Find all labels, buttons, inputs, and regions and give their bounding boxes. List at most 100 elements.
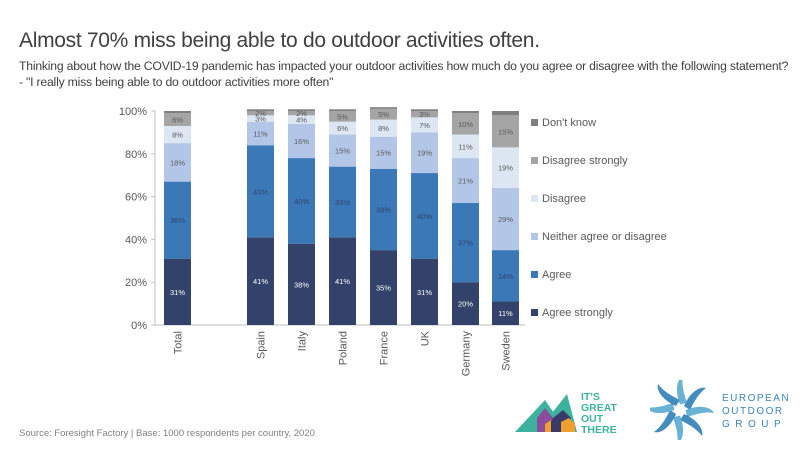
legend-swatch [531, 233, 538, 240]
data-label: 16% [294, 137, 309, 146]
data-label: 36% [170, 216, 185, 225]
data-label: 3% [255, 114, 266, 123]
data-label: 31% [170, 288, 185, 297]
data-label: 20% [458, 300, 473, 309]
bar-segment [370, 107, 397, 109]
x-category-label: UK [420, 330, 432, 346]
bar-segment [329, 121, 356, 135]
chart-title: Almost 70% miss being able to do outdoor… [19, 29, 540, 52]
y-tick-label: 80% [125, 149, 147, 161]
data-label: 11% [498, 309, 513, 318]
axes: 0% 20% 40% 60% 80% 100% Total Spain Italy Poland F… [119, 106, 525, 376]
legend-item: Don't know [531, 117, 596, 129]
data-label: 19% [498, 164, 513, 173]
bar-segment [247, 145, 274, 238]
logo-line: IT'S [581, 391, 600, 403]
data-label: 15% [335, 147, 350, 156]
bar-segment [411, 132, 438, 174]
bars: 31%36%18%8%6%41%43%11%3%2%38%40%16%4%2%4… [164, 107, 519, 325]
data-label: 41% [335, 277, 350, 286]
data-label: 11% [253, 129, 268, 138]
bar-segment [288, 243, 315, 325]
data-label: 38% [294, 280, 309, 289]
bar-segment [492, 115, 519, 148]
bar-stack-uk: 31% 40% 19% 7% 3% [411, 109, 438, 325]
bar-segment [411, 111, 438, 118]
legend-label: Neither agree or disagree [542, 231, 667, 243]
y-tick-label: 40% [125, 234, 147, 246]
legend-label: Don't know [542, 117, 596, 129]
x-category-label: Sweden [501, 331, 513, 371]
data-label: 40% [417, 212, 432, 221]
swirl-icon [650, 380, 714, 440]
data-label: 41% [253, 277, 268, 286]
bar-stack-poland: 41% 33% 15% 6% 5% [329, 109, 356, 325]
data-label: 35% [376, 284, 391, 293]
bar-segment [164, 143, 191, 182]
legend-label: Disagree strongly [542, 155, 628, 167]
data-label: 7% [419, 121, 430, 130]
logo-line: EUROPEAN [722, 393, 790, 404]
bar-segment [247, 115, 274, 122]
european-outdoor-group-logo: EUROPEAN OUTDOOR GROUP [650, 380, 790, 440]
y-tick-label: 60% [125, 192, 147, 204]
legend-swatch [531, 309, 538, 316]
legend-swatch [531, 157, 538, 164]
x-category-label: Italy [297, 331, 309, 352]
data-label: 6% [337, 124, 348, 133]
bar-segment [370, 168, 397, 251]
bar-segment [452, 158, 479, 204]
logo-line: OUTDOOR [722, 406, 784, 417]
legend-item: Neither agree or disagree [531, 231, 667, 243]
bar-segment [370, 108, 397, 120]
source-note: Source: Foresight Factory | Base: 1000 r… [19, 428, 315, 439]
bar-segment [370, 119, 397, 137]
bar-segment [247, 109, 274, 111]
logo-line: THERE [581, 424, 617, 434]
legend: Don't know Disagree strongly Disagree Neith… [531, 117, 667, 319]
data-label: 4% [296, 116, 307, 125]
bar-stack-total: 31% 36% 18% 8% 6% [164, 111, 191, 325]
data-label: 10% [458, 120, 473, 129]
data-label: 11% [458, 142, 473, 151]
legend-item: Agree strongly [531, 307, 613, 319]
data-label: 5% [378, 110, 389, 119]
data-label: 31% [417, 288, 432, 297]
bar-segment [164, 113, 191, 126]
bar-stack-germany: 20% 37% 21% 11% 10% [452, 111, 479, 325]
bar-segment [247, 121, 274, 146]
data-label: 15% [498, 127, 513, 136]
bar-segment [411, 109, 438, 111]
bar-segment [492, 111, 519, 116]
legend-swatch [531, 271, 538, 278]
data-label: 37% [458, 239, 473, 248]
y-tick-label: 100% [119, 106, 147, 118]
data-label: 2% [296, 109, 307, 118]
x-category-label: Total [173, 331, 185, 354]
data-label: 6% [172, 116, 183, 125]
bar-segment [247, 111, 274, 116]
legend-label: Agree strongly [542, 307, 613, 319]
bar-segment [329, 166, 356, 238]
legend-label: Disagree [542, 193, 586, 205]
legend-item: Agree [531, 269, 571, 281]
bar-segment [411, 258, 438, 325]
bar-segment [492, 301, 519, 325]
bar-segment [164, 181, 191, 259]
data-label: 2% [255, 109, 266, 118]
bar-segment [288, 158, 315, 244]
legend-item: Disagree [531, 193, 586, 205]
bar-stack-sweden: 11% 24% 29% 19% 15% [492, 111, 519, 325]
x-category-label: Poland [338, 331, 350, 365]
logo-line: GREAT [581, 402, 618, 414]
data-label: 18% [170, 158, 185, 167]
data-label: 21% [458, 177, 473, 186]
bar-segment [329, 237, 356, 325]
legend-item: Disagree strongly [531, 155, 628, 167]
bar-segment [411, 117, 438, 133]
bar-segment [288, 115, 315, 124]
x-category-label: France [379, 331, 391, 365]
bar-segment [164, 258, 191, 325]
bar-segment [370, 250, 397, 325]
